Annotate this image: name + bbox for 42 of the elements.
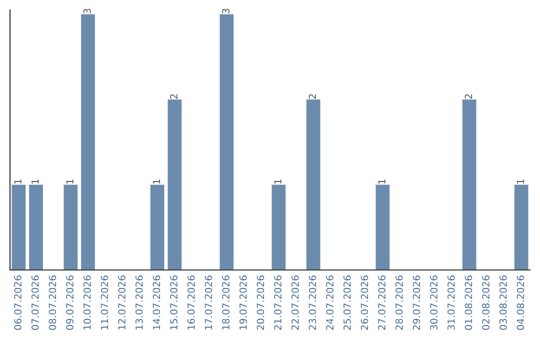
x-tick-label: 30.07.2026 xyxy=(430,275,438,330)
data-label: 2 xyxy=(464,94,472,99)
data-label: 1 xyxy=(32,179,39,184)
x-tick-label: 23.07.2026 xyxy=(308,275,316,330)
data-label: 1 xyxy=(378,179,386,184)
x-tick-label: 29.07.2026 xyxy=(412,275,420,330)
x-tick-label: 15.07.2026 xyxy=(170,275,178,330)
x-tick-label: 16.07.2026 xyxy=(187,275,195,330)
x-tick-label: 06.07.2026 xyxy=(14,275,22,330)
x-tick-label: 25.07.2026 xyxy=(343,275,351,330)
x-tick-label: 24.07.2026 xyxy=(326,275,334,330)
x-tick-label: 14.07.2026 xyxy=(152,275,160,330)
x-tick-label: 07.07.2026 xyxy=(31,275,39,330)
x-tick-label: 26.07.2026 xyxy=(360,275,368,330)
x-tick-label: 18.07.2026 xyxy=(222,275,230,330)
x-tick-label: 10.07.2026 xyxy=(83,275,91,330)
data-label: 1 xyxy=(14,179,22,184)
data-label: 1 xyxy=(66,179,74,184)
x-tick-label: 21.07.2026 xyxy=(274,275,282,330)
data-label: 2 xyxy=(170,94,178,99)
x-tick-label: 31.07.2026 xyxy=(447,275,455,330)
x-tick-label: 11.07.2026 xyxy=(100,275,108,330)
data-label: 3 xyxy=(222,8,230,14)
data-label: 1 xyxy=(274,179,282,184)
x-tick-label: 13.07.2026 xyxy=(135,275,143,330)
x-tick-label: 17.07.2026 xyxy=(204,275,212,330)
x-tick-label: 22.07.2026 xyxy=(291,275,299,330)
x-tick-label: 28.07.2026 xyxy=(395,275,403,330)
x-tick-label: 03.08.2026 xyxy=(499,275,507,330)
x-tick-label: 08.07.2026 xyxy=(48,275,56,330)
data-label: 1 xyxy=(152,179,160,184)
data-label: 2 xyxy=(308,94,316,99)
x-tick-label: 20.07.2026 xyxy=(256,275,264,330)
x-tick-label: 27.07.2026 xyxy=(378,275,386,330)
x-tick-label: 19.07.2026 xyxy=(239,275,247,330)
data-label: 1 xyxy=(516,179,524,184)
x-tick-label: 09.07.2026 xyxy=(66,275,74,330)
x-tick-label: 04.08.2026 xyxy=(516,275,524,330)
data-label: 3 xyxy=(83,8,91,14)
x-tick-label: 01.08.2026 xyxy=(464,275,472,330)
x-tick-label: 02.08.2026 xyxy=(482,275,490,330)
x-tick-label: 12.07.2026 xyxy=(118,275,126,330)
